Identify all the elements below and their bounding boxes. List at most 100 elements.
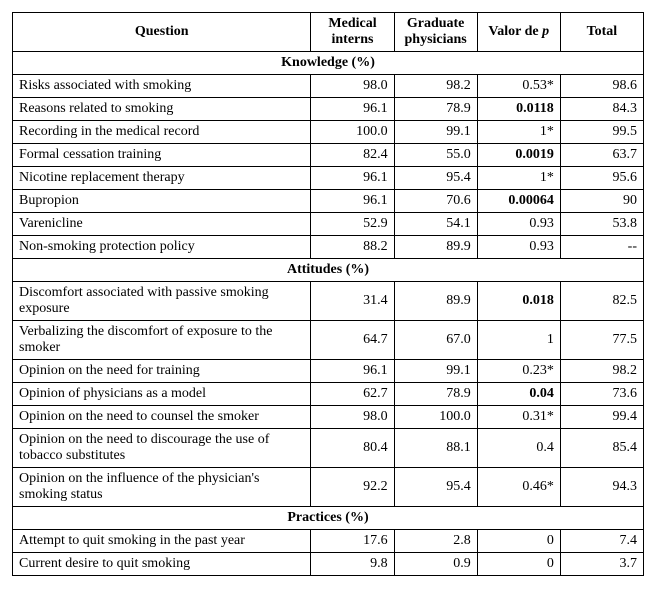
interns-cell: 64.7 bbox=[311, 321, 394, 360]
interns-cell: 31.4 bbox=[311, 282, 394, 321]
interns-cell: 17.6 bbox=[311, 530, 394, 553]
col-pvalue: Valor de p bbox=[477, 13, 560, 52]
total-cell: 73.6 bbox=[560, 383, 643, 406]
pvalue-cell: 0.00064 bbox=[477, 190, 560, 213]
pvalue-cell: 0.23* bbox=[477, 360, 560, 383]
question-cell: Current desire to quit smoking bbox=[13, 553, 311, 576]
grads-cell: 0.9 bbox=[394, 553, 477, 576]
pvalue-cell: 1* bbox=[477, 167, 560, 190]
total-cell: 82.5 bbox=[560, 282, 643, 321]
pvalue-cell: 1* bbox=[477, 121, 560, 144]
table-row: Nicotine replacement therapy96.195.41*95… bbox=[13, 167, 644, 190]
interns-cell: 92.2 bbox=[311, 468, 394, 507]
pvalue-cell: 0.0118 bbox=[477, 98, 560, 121]
section-header-row: Attitudes (%) bbox=[13, 259, 644, 282]
table-row: Current desire to quit smoking9.80.903.7 bbox=[13, 553, 644, 576]
question-cell: Bupropion bbox=[13, 190, 311, 213]
question-cell: Opinion on the influence of the physicia… bbox=[13, 468, 311, 507]
interns-cell: 88.2 bbox=[311, 236, 394, 259]
total-cell: 84.3 bbox=[560, 98, 643, 121]
header-row: Question Medical interns Graduate physic… bbox=[13, 13, 644, 52]
grads-cell: 99.1 bbox=[394, 121, 477, 144]
pval-var: p bbox=[542, 24, 549, 39]
question-cell: Opinion on the need for training bbox=[13, 360, 311, 383]
table-row: Opinion on the need to counsel the smoke… bbox=[13, 406, 644, 429]
pvalue-cell: 0.93 bbox=[477, 236, 560, 259]
question-cell: Risks associated with smoking bbox=[13, 75, 311, 98]
grads-cell: 95.4 bbox=[394, 167, 477, 190]
total-cell: 90 bbox=[560, 190, 643, 213]
total-cell: 98.6 bbox=[560, 75, 643, 98]
table-row: Varenicline52.954.10.9353.8 bbox=[13, 213, 644, 236]
pvalue-cell: 0.46* bbox=[477, 468, 560, 507]
section-header-row: Knowledge (%) bbox=[13, 52, 644, 75]
question-cell: Varenicline bbox=[13, 213, 311, 236]
pvalue-cell: 0.04 bbox=[477, 383, 560, 406]
total-cell: -- bbox=[560, 236, 643, 259]
question-cell: Discomfort associated with passive smoki… bbox=[13, 282, 311, 321]
table-row: Opinion on the need for training96.199.1… bbox=[13, 360, 644, 383]
total-cell: 53.8 bbox=[560, 213, 643, 236]
table-row: Non-smoking protection policy88.289.90.9… bbox=[13, 236, 644, 259]
grads-cell: 54.1 bbox=[394, 213, 477, 236]
question-cell: Reasons related to smoking bbox=[13, 98, 311, 121]
interns-cell: 100.0 bbox=[311, 121, 394, 144]
section-header: Attitudes (%) bbox=[13, 259, 644, 282]
question-cell: Nicotine replacement therapy bbox=[13, 167, 311, 190]
section-header: Practices (%) bbox=[13, 507, 644, 530]
total-cell: 99.4 bbox=[560, 406, 643, 429]
grads-cell: 70.6 bbox=[394, 190, 477, 213]
total-cell: 77.5 bbox=[560, 321, 643, 360]
total-cell: 3.7 bbox=[560, 553, 643, 576]
total-cell: 99.5 bbox=[560, 121, 643, 144]
pvalue-cell: 0.0019 bbox=[477, 144, 560, 167]
grads-cell: 95.4 bbox=[394, 468, 477, 507]
total-cell: 85.4 bbox=[560, 429, 643, 468]
section-header: Knowledge (%) bbox=[13, 52, 644, 75]
table-row: Formal cessation training82.455.00.00196… bbox=[13, 144, 644, 167]
table-row: Verbalizing the discomfort of exposure t… bbox=[13, 321, 644, 360]
table-row: Bupropion96.170.60.0006490 bbox=[13, 190, 644, 213]
interns-cell: 9.8 bbox=[311, 553, 394, 576]
interns-cell: 98.0 bbox=[311, 406, 394, 429]
total-cell: 7.4 bbox=[560, 530, 643, 553]
section-header-row: Practices (%) bbox=[13, 507, 644, 530]
table-row: Risks associated with smoking98.098.20.5… bbox=[13, 75, 644, 98]
interns-cell: 96.1 bbox=[311, 190, 394, 213]
grads-cell: 78.9 bbox=[394, 98, 477, 121]
question-cell: Recording in the medical record bbox=[13, 121, 311, 144]
interns-cell: 96.1 bbox=[311, 167, 394, 190]
table-row: Reasons related to smoking96.178.90.0118… bbox=[13, 98, 644, 121]
total-cell: 94.3 bbox=[560, 468, 643, 507]
interns-cell: 82.4 bbox=[311, 144, 394, 167]
table-row: Attempt to quit smoking in the past year… bbox=[13, 530, 644, 553]
grads-cell: 55.0 bbox=[394, 144, 477, 167]
total-cell: 95.6 bbox=[560, 167, 643, 190]
table-row: Opinion on the influence of the physicia… bbox=[13, 468, 644, 507]
table-row: Discomfort associated with passive smoki… bbox=[13, 282, 644, 321]
grads-cell: 89.9 bbox=[394, 236, 477, 259]
table-body: Knowledge (%)Risks associated with smoki… bbox=[13, 52, 644, 576]
interns-cell: 98.0 bbox=[311, 75, 394, 98]
pvalue-cell: 0.018 bbox=[477, 282, 560, 321]
question-cell: Verbalizing the discomfort of exposure t… bbox=[13, 321, 311, 360]
pvalue-cell: 0.93 bbox=[477, 213, 560, 236]
grads-cell: 99.1 bbox=[394, 360, 477, 383]
grads-cell: 98.2 bbox=[394, 75, 477, 98]
table-row: Opinion on the need to discourage the us… bbox=[13, 429, 644, 468]
interns-cell: 80.4 bbox=[311, 429, 394, 468]
grads-cell: 89.9 bbox=[394, 282, 477, 321]
grads-cell: 67.0 bbox=[394, 321, 477, 360]
grads-cell: 2.8 bbox=[394, 530, 477, 553]
interns-cell: 62.7 bbox=[311, 383, 394, 406]
pvalue-cell: 0 bbox=[477, 530, 560, 553]
pvalue-cell: 0.31* bbox=[477, 406, 560, 429]
pval-prefix: Valor de bbox=[488, 24, 542, 39]
question-cell: Non-smoking protection policy bbox=[13, 236, 311, 259]
col-question: Question bbox=[13, 13, 311, 52]
grads-cell: 78.9 bbox=[394, 383, 477, 406]
pvalue-cell: 1 bbox=[477, 321, 560, 360]
table-row: Opinion of physicians as a model62.778.9… bbox=[13, 383, 644, 406]
question-cell: Attempt to quit smoking in the past year bbox=[13, 530, 311, 553]
pvalue-cell: 0.53* bbox=[477, 75, 560, 98]
